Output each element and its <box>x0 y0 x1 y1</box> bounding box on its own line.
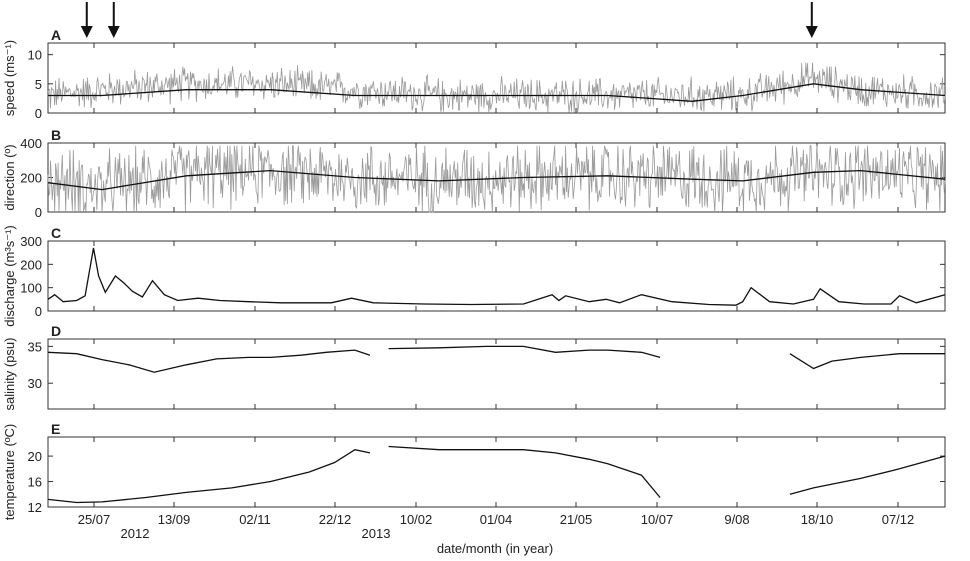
panel-letter: E <box>51 421 60 437</box>
series-line <box>47 169 946 191</box>
panel-letter: C <box>51 225 61 241</box>
panel-frame <box>47 142 946 213</box>
y-tick-label: 0 <box>35 106 42 121</box>
x-tick-label: 9/08 <box>724 512 749 527</box>
y-axis-label: salinity (psu) <box>2 338 17 411</box>
series-line <box>47 345 945 373</box>
series-line <box>47 247 946 306</box>
series-raw-line <box>47 144 946 213</box>
x-tick-label: 01/04 <box>480 512 513 527</box>
x-tick-label: 10/07 <box>641 512 674 527</box>
y-axis-label: discharge (m³s⁻¹) <box>2 225 17 327</box>
x-tick-label: 25/07 <box>78 512 111 527</box>
y-tick-label: 400 <box>20 136 42 151</box>
panel-frame <box>47 338 946 410</box>
x-tick-label: 22/12 <box>319 512 352 527</box>
series-line <box>47 445 946 504</box>
x-tick-label: 10/02 <box>400 512 433 527</box>
y-tick-label: 200 <box>20 257 42 272</box>
y-axis-label: speed (ms⁻¹) <box>2 40 17 116</box>
y-axis-label: direction (º) <box>2 144 17 210</box>
arrow-markers-group <box>80 2 818 38</box>
panel-letter: B <box>51 127 61 143</box>
panel-letter: D <box>51 323 61 339</box>
y-tick-label: 300 <box>20 234 42 249</box>
y-tick-label: 16 <box>28 475 42 490</box>
x-tick-label: 07/12 <box>882 512 915 527</box>
x-tick-label: 18/10 <box>801 512 834 527</box>
panel-letter: A <box>51 27 61 43</box>
y-tick-label: 12 <box>28 500 42 515</box>
y-tick-label: 35 <box>28 339 42 354</box>
x-tick-label: 21/05 <box>560 512 593 527</box>
x-tick-label: 13/09 <box>158 512 191 527</box>
y-tick-label: 5 <box>35 77 42 92</box>
y-tick-label: 100 <box>20 281 42 296</box>
y-tick-label: 30 <box>28 376 42 391</box>
series-line <box>48 83 946 102</box>
y-tick-label: 0 <box>35 304 42 319</box>
year-label: 2012 <box>121 526 150 541</box>
year-label: 2013 <box>362 526 391 541</box>
x-tick-label: 02/11 <box>239 512 271 527</box>
y-tick-label: 10 <box>28 48 42 63</box>
y-tick-label: 200 <box>20 171 42 186</box>
shared-x-axis: 25/07 13/09 02/11 22/12 10/02 01/04 21/05 10/07… <box>78 512 915 541</box>
arrow-marker <box>805 2 818 38</box>
y-tick-label: 20 <box>28 449 42 464</box>
series-raw-line <box>47 62 946 114</box>
arrow-marker <box>107 2 120 38</box>
panel-frame <box>47 436 946 508</box>
x-axis-label: date/month (in year) <box>437 541 553 556</box>
y-tick-label: 0 <box>35 205 42 220</box>
arrow-marker <box>80 2 93 38</box>
y-axis-label: temperature (ºC) <box>2 424 17 521</box>
